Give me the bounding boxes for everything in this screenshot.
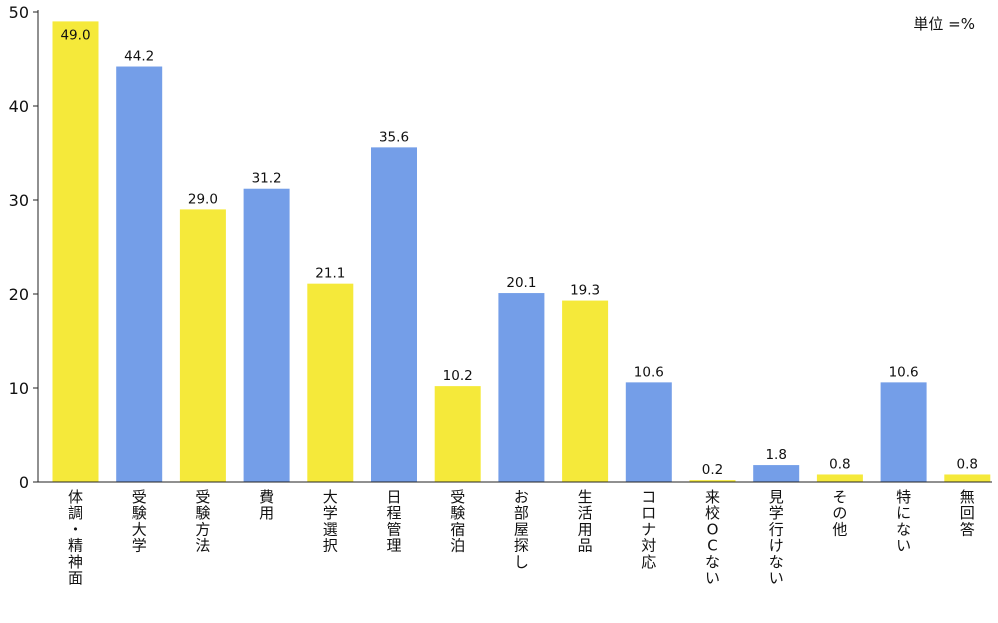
- category-label: 特にない: [896, 488, 911, 555]
- value-label: 20.1: [506, 275, 536, 291]
- category-label: 見学行けない: [769, 488, 784, 587]
- category-label: 来校 O C ない: [705, 488, 720, 587]
- value-label: 0.8: [957, 456, 978, 472]
- bar: [498, 293, 545, 482]
- bar: [243, 188, 290, 482]
- category-label: 生活用品: [578, 488, 593, 555]
- value-label: 1.8: [765, 447, 786, 463]
- value-label: 21.1: [315, 266, 345, 282]
- bar: [116, 66, 163, 483]
- value-label: 10.6: [889, 364, 919, 380]
- category-label: 受験大学: [132, 488, 147, 555]
- value-label: 31.2: [252, 171, 282, 187]
- y-ticks: 0 10 20 30 40 50: [9, 3, 38, 492]
- value-label: 0.8: [829, 456, 850, 472]
- y-tick-label: 30: [9, 191, 29, 210]
- bar: [880, 382, 927, 482]
- value-label: 0.2: [702, 462, 723, 478]
- axis-layer: [37, 10, 992, 483]
- value-label: 10.6: [634, 364, 664, 380]
- category-label: 受験宿泊: [450, 488, 465, 555]
- bar: [307, 283, 354, 482]
- value-labels: 49.0 44.2 29.0 31.2 21.1 35.6 10.2 20.1 19.3 10.6…: [60, 27, 978, 478]
- category-label: コロナ対応: [641, 488, 656, 571]
- value-label: 19.3: [570, 283, 600, 299]
- bar: [562, 300, 609, 482]
- bars-layer: [52, 21, 991, 483]
- bar: [689, 480, 736, 482]
- category-label: 大学選択: [323, 488, 338, 555]
- bar: [816, 474, 863, 482]
- y-tick-label: 20: [9, 285, 29, 304]
- y-tick-label: 10: [9, 379, 29, 398]
- category-label: 体調・精神面: [68, 488, 83, 587]
- value-label: 44.2: [124, 49, 154, 65]
- bar: [52, 21, 99, 483]
- value-label: 35.6: [379, 129, 409, 145]
- value-label: 29.0: [188, 191, 218, 207]
- y-tick-label: 0: [19, 473, 29, 492]
- y-tick-label: 40: [9, 97, 29, 116]
- bar: [625, 382, 672, 482]
- category-label: 日程管理: [386, 488, 401, 555]
- category-label: 費用: [259, 488, 274, 522]
- category-label: 受験方法: [195, 488, 210, 555]
- bar: [179, 209, 226, 482]
- bar: [434, 386, 481, 482]
- category-labels: 体調・精神面 受験大学 受験方法 費用 大学選択 日程管理 受験宿泊 お部屋探し 生活用品 コロナ…: [68, 488, 975, 587]
- category-label: 無回答: [960, 488, 975, 538]
- unit-label: 単位 =%: [913, 15, 975, 33]
- value-label: 49.0: [60, 27, 90, 43]
- bar: [371, 147, 417, 483]
- category-label: お部屋探し: [514, 488, 529, 571]
- bar: [753, 465, 800, 482]
- y-tick-label: 50: [9, 3, 29, 22]
- value-label: 10.2: [443, 368, 473, 384]
- bar: [944, 474, 991, 482]
- category-label: その他: [832, 488, 847, 538]
